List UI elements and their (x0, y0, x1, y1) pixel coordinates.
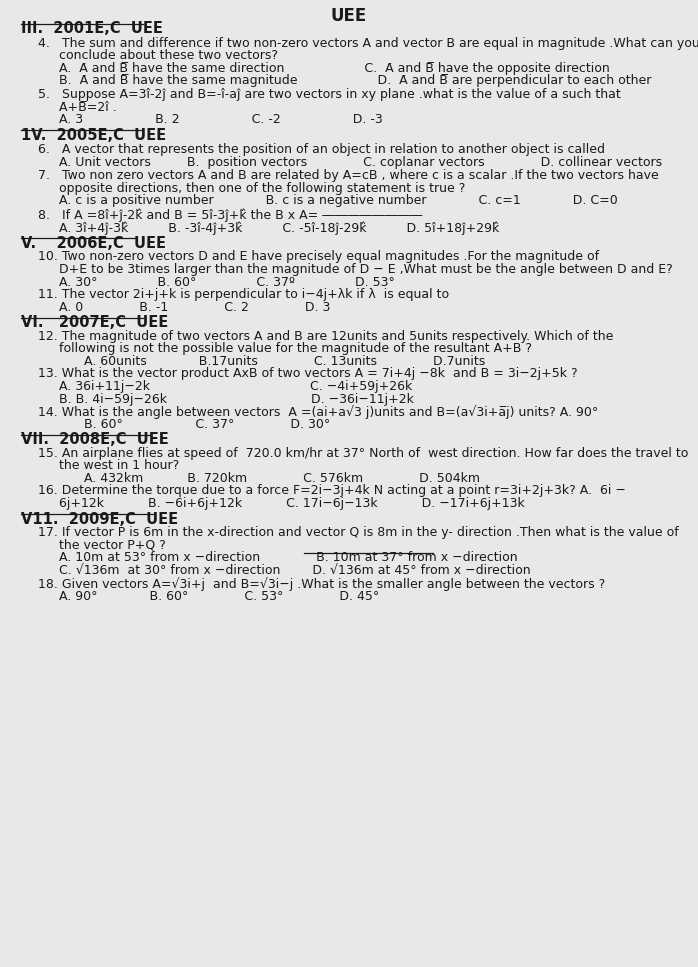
Text: B.  Ȧ and B̅ have the same magnitude                    D.  Ȧ and B̅ are perpe: B. Ȧ and B̅ have the same magnitude D. … (59, 74, 652, 87)
Text: VII.  2008E,C  UEE: VII. 2008E,C UEE (21, 432, 169, 448)
Text: Ȧ+B̅=2î .: Ȧ+B̅=2î . (59, 101, 117, 113)
Text: A. 3                  B. 2                  C. -2                  D. -3: A. 3 B. 2 C. -2 D. -3 (59, 113, 383, 126)
Text: V11.  2009E,C  UEE: V11. 2009E,C UEE (21, 512, 178, 527)
Text: A.  Ȧ and B̅ have the same direction                    C.  Ȧ and B̅ have the : A. Ȧ and B̅ have the same direction C. … (59, 62, 610, 74)
Text: UEE: UEE (331, 7, 367, 25)
Text: 15. An airplane flies at speed of  720.0 km/hr at 37° North of  west direction. : 15. An airplane flies at speed of 720.0 … (38, 447, 689, 459)
Text: B. 60°                C. 37°              D. 30°: B. 60° C. 37° D. 30° (84, 418, 330, 430)
Text: 4.   The sum and difference if two non-zero vectors A and vector B are equal in : 4. The sum and difference if two non-zer… (38, 37, 698, 49)
Text: 1V.  2005E,C  UEE: 1V. 2005E,C UEE (21, 128, 166, 143)
Text: D+E to be 3times larger than the magnitude of D − E ,What must be the angle betw: D+E to be 3times larger than the magnitu… (59, 263, 673, 276)
Text: 6.   A vector that represents the position of an object in relation to another o: 6. A vector that represents the position… (38, 143, 605, 156)
Text: III.  2001E,C  UEE: III. 2001E,C UEE (21, 21, 163, 37)
Text: 16. Determine the torque due to a force F=2i−3j+4k N acting at a point r=3i+2j+3: 16. Determine the torque due to a force … (38, 484, 626, 497)
Text: A. 36i+11j−2k                                        C. −4i+59j+26k: A. 36i+11j−2k C. −4i+59j+26k (59, 380, 413, 393)
Text: 14. What is the angle between vectors  A =(ai+a√3 j)units and B=(a√3i+a̅j) units: 14. What is the angle between vectors A … (38, 405, 599, 419)
Text: 5.   Suppose Ȧ=3î-2ĵ and B=-î-aĵ are two vectors in xy plane .what is the value: 5. Suppose Ȧ=3î-2ĵ and B=-î-aĵ are two … (38, 88, 621, 101)
Text: A. 0              B. -1              C. 2              D. 3: A. 0 B. -1 C. 2 D. 3 (59, 301, 331, 313)
Text: A. Unit vectors         B.  position vectors              C. coplanar vectors   : A. Unit vectors B. position vectors C. c… (59, 156, 662, 168)
Text: B. B. 4i−59j−26k                                    D. −36i−11j+2k: B. B. 4i−59j−26k D. −36i−11j+2k (59, 393, 414, 405)
Text: 12. The magnitude of two vectors A and B are 12units and 5units respectively. Wh: 12. The magnitude of two vectors A and B… (38, 330, 614, 342)
Text: opposite directions, then one of the following statement is true ?: opposite directions, then one of the fol… (59, 182, 466, 194)
Text: A. 90°             B. 60°              C. 53°              D. 45°: A. 90° B. 60° C. 53° D. 45° (59, 590, 380, 602)
Text: conclude about these two vectors?: conclude about these two vectors? (59, 49, 279, 62)
Text: A. 10m at 53° from x −direction              B. 10m at 37° from x −direction: A. 10m at 53° from x −direction B. 10m a… (59, 551, 518, 564)
Text: 17. If vector P is 6m in the x-direction and vector Q is 8m in the y- direction : 17. If vector P is 6m in the x-direction… (38, 526, 679, 539)
Text: 6j+12k           B. −6i+6j+12k           C. 17i−6j−13k           D. −17i+6j+13k: 6j+12k B. −6i+6j+12k C. 17i−6j−13k D. −1… (59, 497, 525, 510)
Text: VI.   2007E,C  UEE: VI. 2007E,C UEE (21, 315, 168, 331)
Text: 8.   If A =8î+ĵ-2k̂ and B = 5î-3ĵ+k̂ the B x A= ――――――――: 8. If A =8î+ĵ-2k̂ and B = 5î-3ĵ+k̂ the B… (38, 209, 423, 222)
Text: 13. What is the vector product AxB of two vectors A = 7i+4j −8k  and B = 3i−2j+5: 13. What is the vector product AxB of tw… (38, 367, 578, 380)
Text: 10. Two non-zero vectors D and E have precisely equal magnitudes .For the magnit: 10. Two non-zero vectors D and E have pr… (38, 250, 600, 263)
Text: V.    2006E,C  UEE: V. 2006E,C UEE (21, 236, 166, 251)
Text: 7.   Two non zero vectors A and B are related by A=cB , where c is a scalar .If : 7. Two non zero vectors A and B are rela… (38, 169, 659, 182)
Text: the west in 1 hour?: the west in 1 hour? (59, 459, 179, 472)
Text: A. c is a positive number             B. c is a negative number             C. c: A. c is a positive number B. c is a nega… (59, 194, 618, 207)
Text: A. 60units             B.17units              C. 13units              D.7units: A. 60units B.17units C. 13units D.7units (84, 355, 485, 367)
Text: 18. Given vectors A=√3i+j  and B=√3i−j .What is the smaller angle between the ve: 18. Given vectors A=√3i+j and B=√3i−j .W… (38, 577, 606, 591)
Text: A. 3î+4ĵ-3k̂          B. -3î-4ĵ+3k̂          C. -5î-18ĵ-29k̂          D. 5î+18ĵ+: A. 3î+4ĵ-3k̂ B. -3î-4ĵ+3k̂ C. -5î-18ĵ-29… (59, 221, 500, 235)
Text: the vector P+Q ?: the vector P+Q ? (59, 539, 166, 551)
Text: C. √136m  at 30° from x −direction        D. √136m at 45° from x −direction: C. √136m at 30° from x −direction D. √13… (59, 564, 531, 576)
Text: A. 30°               B. 60°               C. 37º               D. 53°: A. 30° B. 60° C. 37º D. 53° (59, 276, 395, 288)
Text: A. 432km           B. 720km              C. 576km              D. 504km: A. 432km B. 720km C. 576km D. 504km (84, 472, 480, 484)
Text: following is not the possible value for the magnitude of the resultant A+B ?: following is not the possible value for … (59, 342, 533, 355)
Text: 11. The vector 2i+j+k is perpendicular to i−4j+λk if λ  is equal to: 11. The vector 2i+j+k is perpendicular t… (38, 288, 450, 301)
